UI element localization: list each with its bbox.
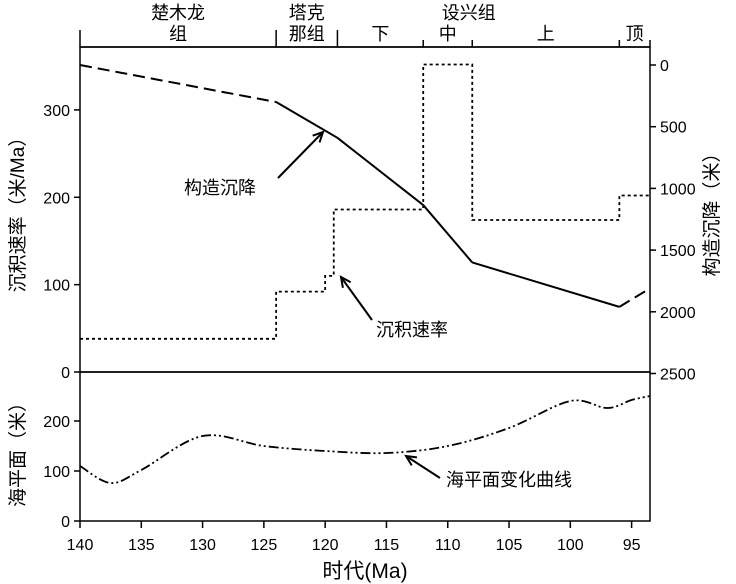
right-y-tick-label: 0 — [660, 58, 669, 75]
left-y-tick-label: 100 — [43, 278, 70, 295]
right-y-tick-label: 1000 — [660, 181, 696, 198]
x-tick-label: 135 — [128, 537, 155, 554]
left-y-tick-label: 0 — [61, 365, 70, 382]
strata-group-label: 塔克 — [289, 3, 325, 23]
x-tick-label: 105 — [496, 537, 523, 554]
bottom-y-tick-label: 0 — [61, 514, 70, 531]
bottom-plot-frame — [79, 371, 651, 522]
strata-group-label: 那组 — [289, 24, 325, 44]
x-tick-label: 120 — [312, 537, 339, 554]
x-tick-label: 95 — [623, 537, 641, 554]
right-y-axis-label: 构造沉降（米） — [701, 143, 723, 276]
strata-subunit-label: 中 — [439, 24, 457, 44]
arrow-sedimentation-rate-head — [339, 275, 352, 289]
right-y-tick-label: 1500 — [660, 243, 696, 260]
top-panel: 0 100 200 300 0 500 1000 1500 2000 2500 — [43, 46, 696, 384]
tectonic-subsidence-segment — [275, 101, 338, 139]
arrow-sea-level-head — [404, 454, 418, 466]
arrow-sedimentation-rate — [340, 276, 373, 321]
bottom-y-tick-label: 200 — [43, 414, 70, 431]
x-axis-label: 时代(Ma) — [322, 560, 407, 583]
strata-group-label: 组 — [169, 24, 187, 44]
sedimentation-rate-line — [80, 63, 650, 340]
right-y-tick-label: 500 — [660, 120, 687, 137]
strata-group-label: 设兴组 — [442, 3, 496, 23]
annotation-tectonic-subsidence: 构造沉降 — [184, 178, 256, 198]
tectonic-subsidence-segment — [336, 137, 424, 206]
bottom-y-axis-label: 海平面（米） — [7, 393, 29, 507]
annotation-sea-level: 海平面变化曲线 — [446, 470, 572, 490]
strata-group-label: 楚木龙 — [151, 3, 205, 23]
left-y-axis-label: 沉积速率（米/Ma） — [7, 128, 29, 293]
arrow-sea-level — [405, 455, 441, 479]
tectonic-subsidence-segment — [471, 261, 620, 308]
x-tick-label: 130 — [189, 537, 216, 554]
left-y-tick-label: 200 — [43, 190, 70, 207]
strata-subunit-label: 下 — [371, 24, 389, 44]
x-tick-label: 110 — [435, 537, 461, 554]
arrow-tectonic-subsidence — [277, 131, 324, 179]
x-tick-label: 100 — [557, 537, 584, 554]
right-y-tick-label: 2000 — [660, 305, 696, 322]
tectonic-subsidence-segment — [618, 287, 651, 308]
strata-subunit-label: 上 — [537, 24, 555, 44]
x-tick-label: 115 — [374, 537, 400, 554]
arrow-tectonic-subsidence-head — [312, 130, 325, 143]
bottom-panel: 0 100 200 140 135 130 125 120 115 110 105 100 95 — [43, 371, 651, 554]
tectonic-subsidence-segment — [422, 204, 474, 264]
x-tick-label: 140 — [67, 537, 94, 554]
bottom-y-tick-label: 100 — [43, 464, 70, 481]
x-tick-label: 125 — [251, 537, 278, 554]
left-y-tick-label: 300 — [43, 103, 70, 120]
right-y-tick-label: 2500 — [660, 367, 696, 384]
tectonic-subsidence-segment — [79, 64, 277, 104]
annotation-sedimentation-rate: 沉积速率 — [376, 320, 448, 340]
strata-subunit-label: 顶 — [626, 24, 644, 44]
